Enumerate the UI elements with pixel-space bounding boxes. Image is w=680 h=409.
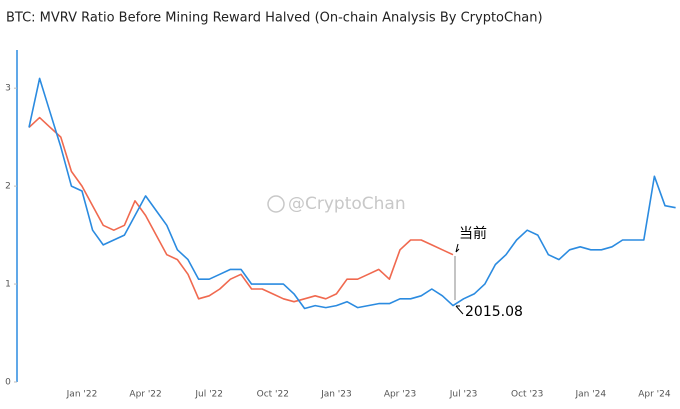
watermark: @CryptoChan <box>288 194 406 214</box>
x-tick-label: Jan '23 <box>320 390 352 400</box>
y-tick-label: 0 <box>5 378 11 388</box>
x-tick-label: Jul '22 <box>194 390 223 400</box>
watermark-logo <box>267 195 285 213</box>
annotation: 当前 <box>459 225 487 242</box>
x-tick-label: Jul '23 <box>449 390 478 400</box>
series-line <box>28 116 454 303</box>
y-tick-label: 2 <box>5 182 11 192</box>
x-tick-label: Oct '23 <box>511 390 543 400</box>
y-tick-label: 3 <box>5 84 11 94</box>
annotation-arrow <box>455 305 464 315</box>
chart-title: BTC: MVRV Ratio Before Mining Reward Hal… <box>6 11 543 26</box>
x-tick-label: Apr '23 <box>384 390 416 400</box>
x-tick-label: Jan '22 <box>66 390 98 400</box>
x-tick-label: Jan '24 <box>574 390 606 400</box>
series-line <box>28 77 676 310</box>
y-tick-label: 1 <box>5 280 11 290</box>
x-tick-label: Oct '22 <box>257 390 289 400</box>
x-tick-label: Apr '22 <box>129 390 161 400</box>
x-tick-label: Apr '24 <box>638 390 671 400</box>
annotation: 2015.08 <box>465 304 523 320</box>
annotation-arrow <box>455 243 460 253</box>
